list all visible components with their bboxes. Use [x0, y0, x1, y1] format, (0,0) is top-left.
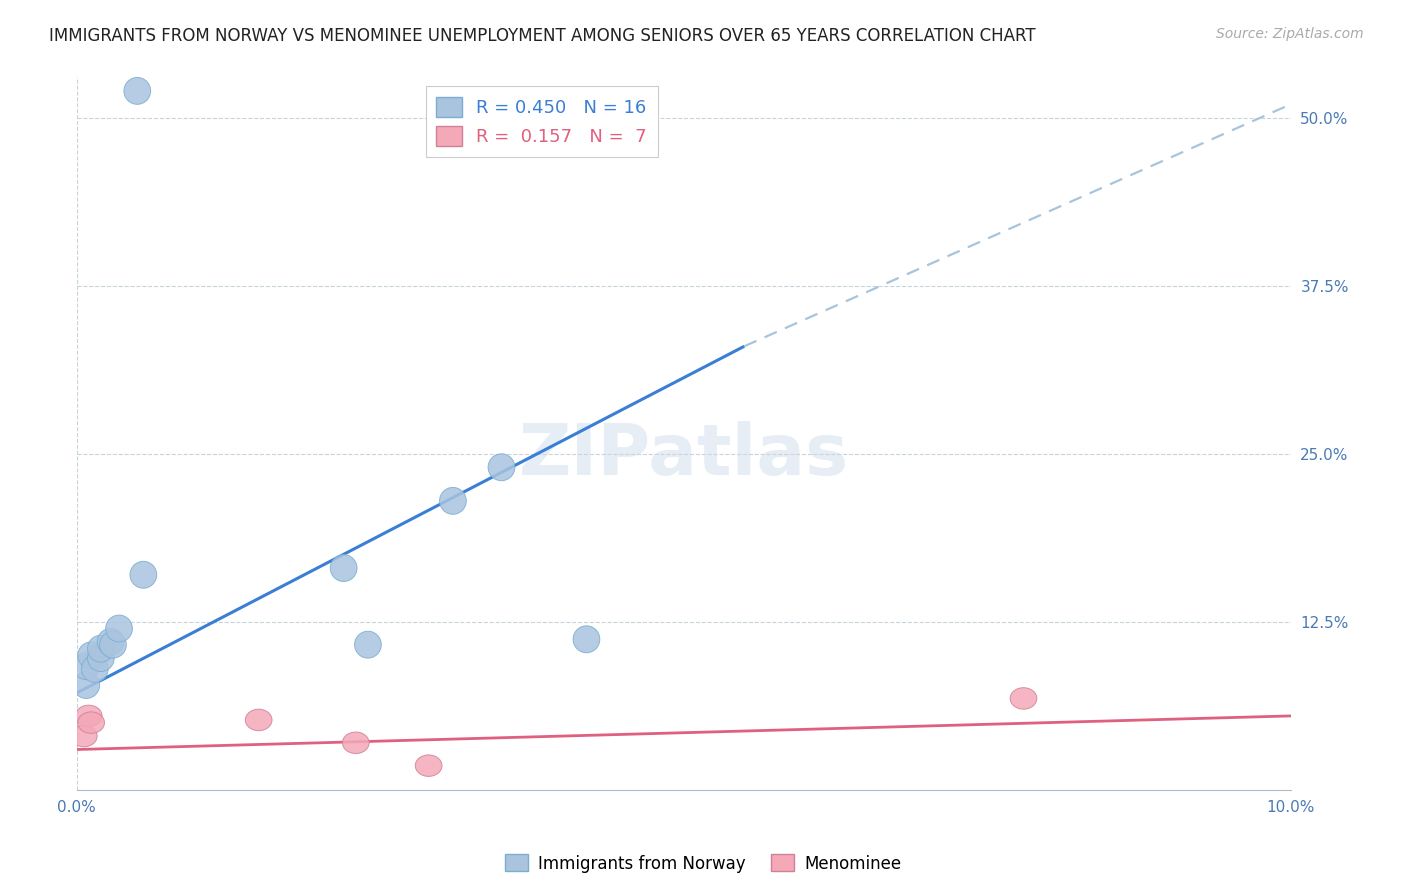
Ellipse shape — [1010, 688, 1036, 709]
Ellipse shape — [73, 653, 100, 680]
Ellipse shape — [574, 626, 600, 653]
Ellipse shape — [73, 672, 100, 698]
Ellipse shape — [124, 78, 150, 104]
Ellipse shape — [77, 712, 104, 733]
Legend: R = 0.450   N = 16, R =  0.157   N =  7: R = 0.450 N = 16, R = 0.157 N = 7 — [426, 87, 658, 157]
Ellipse shape — [488, 454, 515, 481]
Ellipse shape — [87, 645, 114, 672]
Text: Source: ZipAtlas.com: Source: ZipAtlas.com — [1216, 27, 1364, 41]
Ellipse shape — [343, 732, 370, 754]
Ellipse shape — [97, 629, 124, 656]
Ellipse shape — [82, 656, 108, 682]
Ellipse shape — [330, 555, 357, 582]
Ellipse shape — [76, 706, 103, 727]
Ellipse shape — [129, 561, 156, 588]
Ellipse shape — [245, 709, 271, 731]
Ellipse shape — [100, 632, 127, 658]
Ellipse shape — [105, 615, 132, 642]
Text: IMMIGRANTS FROM NORWAY VS MENOMINEE UNEMPLOYMENT AMONG SENIORS OVER 65 YEARS COR: IMMIGRANTS FROM NORWAY VS MENOMINEE UNEM… — [49, 27, 1036, 45]
Legend: Immigrants from Norway, Menominee: Immigrants from Norway, Menominee — [498, 847, 908, 880]
Ellipse shape — [87, 635, 114, 662]
Ellipse shape — [354, 632, 381, 658]
Ellipse shape — [440, 487, 467, 515]
Ellipse shape — [77, 642, 104, 669]
Ellipse shape — [70, 725, 97, 747]
Text: ZIPatlas: ZIPatlas — [519, 420, 849, 490]
Ellipse shape — [415, 755, 441, 776]
